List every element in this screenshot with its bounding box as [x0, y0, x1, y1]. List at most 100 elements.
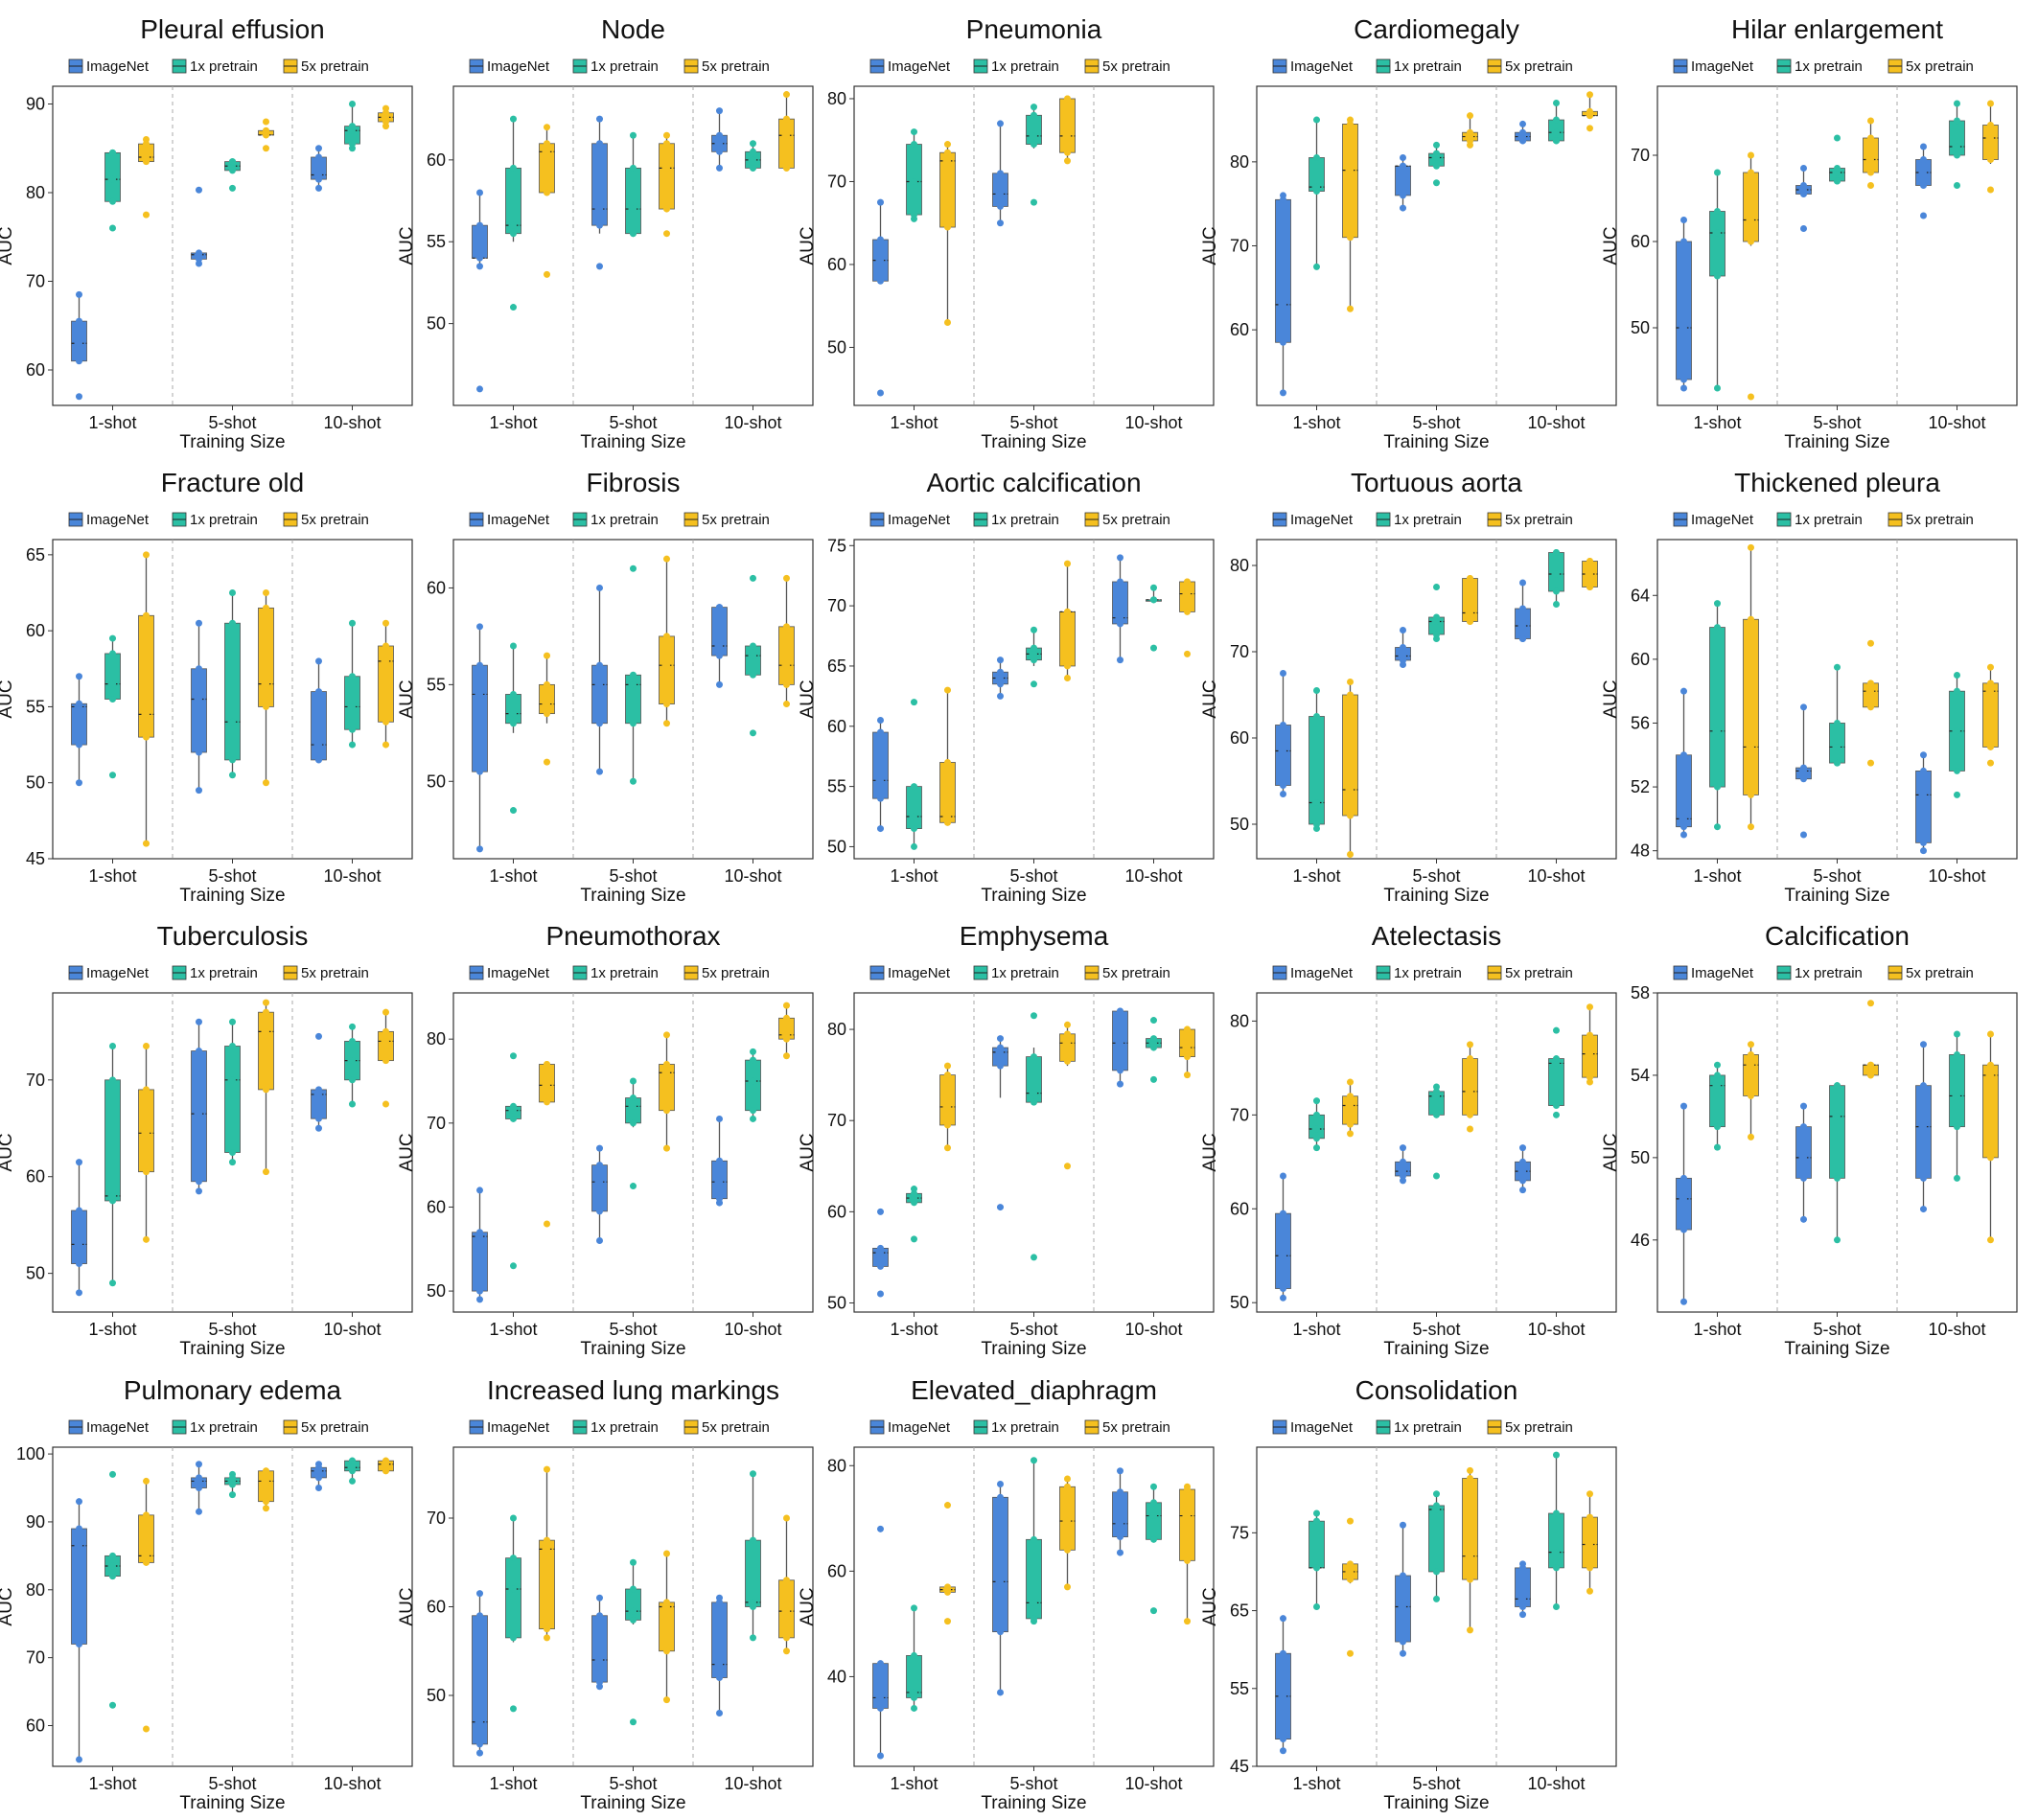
x-axis-label: Training Size — [580, 1339, 685, 1359]
box-1x-pretrain — [1026, 1457, 1042, 1625]
data-point — [1748, 1133, 1754, 1140]
data-point — [510, 221, 517, 229]
legend-key: 5x pretrain — [1487, 512, 1573, 528]
data-point — [1467, 128, 1473, 136]
data-point — [1680, 376, 1687, 383]
box-5x-pretrain — [1059, 1475, 1076, 1591]
box-body — [104, 1079, 121, 1202]
box-body — [1308, 716, 1325, 825]
data-point — [1586, 558, 1593, 564]
data-point — [1954, 182, 1960, 189]
box-imagenet — [591, 584, 608, 775]
data-point — [1064, 1475, 1071, 1483]
data-point — [1347, 1576, 1354, 1583]
data-point — [143, 1511, 150, 1519]
data-point — [1519, 1603, 1526, 1610]
data-point — [1400, 1172, 1406, 1180]
data-point — [1714, 384, 1721, 392]
data-point — [1553, 587, 1560, 595]
x-tick-label: 5-shot — [1412, 1774, 1460, 1793]
data-point — [143, 1043, 150, 1049]
panel-title: Elevated_diaphragm — [911, 1375, 1157, 1405]
data-point — [1867, 134, 1874, 142]
box-5x-pretrain — [1982, 663, 1999, 767]
x-axis-label: Training Size — [981, 886, 1086, 906]
panel-title: Cardiomegaly — [1354, 14, 1519, 44]
data-point — [1467, 1055, 1473, 1063]
box-body — [778, 118, 795, 169]
data-point — [663, 1060, 670, 1068]
box-imagenet — [1795, 165, 1812, 232]
x-tick-label: 5-shot — [1813, 1320, 1861, 1339]
data-point — [1586, 1513, 1593, 1521]
data-point — [476, 1296, 483, 1303]
data-point — [510, 1102, 517, 1110]
y-tick-label: 55 — [1230, 1679, 1249, 1698]
data-point — [877, 236, 884, 243]
data-point — [1834, 165, 1841, 172]
panel-emphysema: Emphysema ImageNet 1x pretrain 5x pretrain 5… — [798, 921, 1215, 1359]
data-point — [1920, 791, 1927, 798]
data-point — [1553, 549, 1560, 556]
legend-label: ImageNet — [487, 58, 550, 75]
data-point — [596, 221, 603, 229]
data-point — [877, 795, 884, 802]
panel-title: Atelectasis — [1372, 921, 1501, 951]
data-point — [1714, 624, 1721, 632]
data-point — [1433, 141, 1440, 149]
legend-key: 1x pretrain — [973, 58, 1059, 75]
box-body — [505, 694, 521, 725]
data-point — [476, 254, 483, 262]
data-point — [663, 1647, 670, 1655]
box-1x-pretrain — [745, 1048, 761, 1122]
y-tick-label: 80 — [26, 1580, 45, 1600]
data-point — [382, 642, 389, 650]
box-body — [472, 1232, 488, 1292]
data-point — [997, 1062, 1004, 1070]
legend-label: ImageNet — [86, 512, 150, 528]
x-tick-label: 5-shot — [609, 1320, 657, 1339]
data-point — [1117, 1533, 1123, 1541]
data-point — [630, 1558, 637, 1566]
y-axis-label: AUC — [0, 1587, 16, 1625]
data-point — [510, 304, 517, 311]
data-point — [1714, 600, 1721, 608]
y-tick-label: 60 — [827, 1561, 846, 1580]
box-1x-pretrain — [1308, 1509, 1325, 1610]
data-point — [229, 1043, 236, 1049]
box-imagenet — [1112, 554, 1128, 664]
data-point — [750, 148, 756, 155]
data-point — [544, 1634, 550, 1642]
x-tick-label: 5-shot — [1009, 866, 1057, 886]
box-1x-pretrain — [906, 699, 922, 850]
data-point — [1117, 1067, 1123, 1074]
data-point — [596, 680, 603, 688]
data-point — [544, 1060, 550, 1068]
data-point — [783, 1014, 790, 1022]
box-body — [224, 622, 241, 761]
data-point — [1280, 301, 1286, 309]
box-1x-pretrain — [1146, 1483, 1162, 1615]
data-point — [1586, 1050, 1593, 1058]
data-point — [1800, 703, 1807, 711]
y-tick-label: 56 — [1631, 713, 1650, 732]
data-point — [1064, 1163, 1071, 1170]
box-body — [1863, 137, 1879, 173]
data-point — [1064, 1517, 1071, 1525]
y-tick-label: 80 — [827, 1020, 846, 1039]
data-point — [997, 1628, 1004, 1636]
data-point — [1313, 1111, 1320, 1118]
data-point — [510, 642, 517, 650]
box-body — [906, 786, 922, 829]
data-point — [783, 164, 790, 172]
data-point — [596, 1237, 603, 1245]
x-axis-label: Training Size — [580, 886, 685, 906]
data-point — [1586, 1564, 1593, 1572]
data-point — [1031, 1012, 1037, 1020]
box-1x-pretrain — [1709, 1061, 1725, 1151]
x-axis-label: Training Size — [1383, 1339, 1489, 1359]
box-1x-pretrain — [505, 1514, 521, 1713]
data-point — [349, 1457, 356, 1464]
legend-key: ImageNet — [869, 1419, 951, 1436]
data-point — [544, 758, 550, 766]
